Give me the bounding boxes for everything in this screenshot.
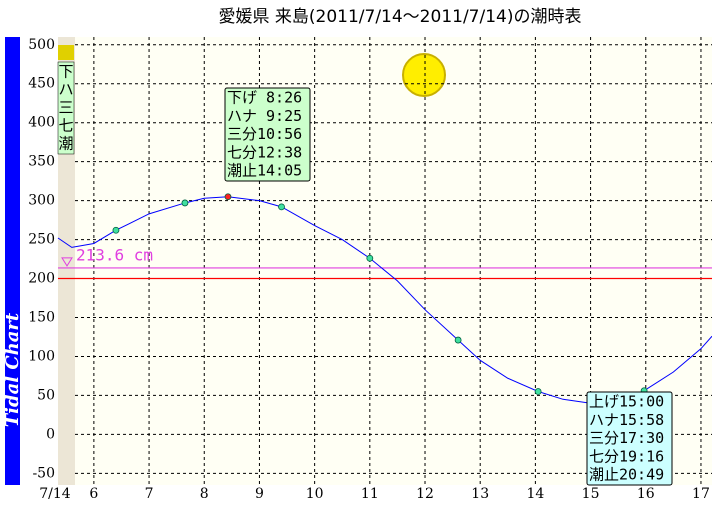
annotation-text: 七分12:38 xyxy=(227,143,302,161)
annotation-box xyxy=(586,391,673,486)
date-label: 7/14 xyxy=(39,486,71,502)
side-label: 潮 xyxy=(58,135,73,153)
side-bar xyxy=(5,37,20,485)
x-tick-label: 15 xyxy=(582,486,600,502)
y-tick-label: 450 xyxy=(28,76,55,92)
annotation-text: 下げ 8:26 xyxy=(227,89,302,107)
tide-point xyxy=(534,388,542,395)
side-label: 七 xyxy=(58,117,73,135)
annotation-text: 潮止20:49 xyxy=(589,466,664,484)
annotation-text: 三分10:56 xyxy=(227,125,302,143)
tide-point xyxy=(112,226,120,234)
x-tick-label: 13 xyxy=(471,486,489,502)
tide-point xyxy=(454,336,462,344)
x-tick-label: 11 xyxy=(361,486,379,502)
tide-point xyxy=(366,254,374,262)
side-label: ハ xyxy=(58,81,73,99)
side-label: 下 xyxy=(58,63,73,81)
side-title: Tidal Chart xyxy=(2,312,23,427)
annotation-text: 七分19:16 xyxy=(589,447,664,465)
x-tick-label: 16 xyxy=(637,486,655,502)
x-tick-label: 6 xyxy=(89,486,98,502)
y-tick-label: 300 xyxy=(28,193,55,209)
x-tick-label: 12 xyxy=(416,486,434,502)
x-tick-label: 9 xyxy=(255,486,264,502)
side-label: 三 xyxy=(58,99,73,117)
tide-point xyxy=(278,203,285,211)
y-tick-label: 500 xyxy=(28,37,55,53)
x-tick-label: 10 xyxy=(306,486,324,502)
y-tick-label: 150 xyxy=(28,309,55,325)
x-tick-label: 17 xyxy=(692,486,710,502)
annotation-text: ハナ15:58 xyxy=(589,411,664,429)
x-tick-label: 7 xyxy=(145,486,154,502)
annotation-text: 三分17:30 xyxy=(589,429,664,447)
y-tick-label: 400 xyxy=(28,115,55,131)
y-tick-label: 100 xyxy=(28,348,55,364)
y-tick-label: 0 xyxy=(46,426,55,442)
y-tick-label: -50 xyxy=(32,465,55,481)
annotation-text: ハナ 9:25 xyxy=(227,107,302,125)
reference-marker xyxy=(61,257,73,267)
side-marker xyxy=(58,45,74,60)
tide-point xyxy=(181,199,189,207)
tide-point xyxy=(224,193,232,201)
chart-title: 愛媛県 来島(2011/7/14～2011/7/14)の潮時表 xyxy=(218,7,581,27)
reference-label: 213.6 cm xyxy=(76,245,153,264)
y-tick-label: 50 xyxy=(37,387,55,403)
x-tick-label: 8 xyxy=(200,486,209,502)
side-box xyxy=(57,61,75,155)
y-tick-label: 250 xyxy=(28,232,55,248)
sun-icon xyxy=(402,53,446,97)
annotation-text: 上げ15:00 xyxy=(589,393,664,411)
annotation-text: 潮止14:05 xyxy=(227,162,302,180)
x-tick-label: 14 xyxy=(526,486,544,502)
annotation-box xyxy=(224,87,311,182)
y-tick-label: 200 xyxy=(28,271,55,287)
y-tick-label: 350 xyxy=(28,154,55,170)
